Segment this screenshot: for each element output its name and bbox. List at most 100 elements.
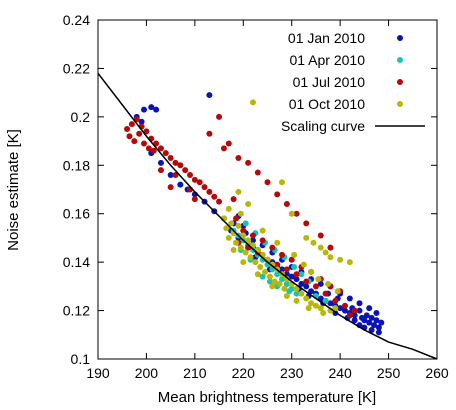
data-point <box>242 249 249 256</box>
data-point <box>327 300 334 307</box>
data-point <box>153 106 160 113</box>
data-point <box>235 222 242 229</box>
data-point <box>157 167 164 174</box>
data-point <box>332 297 339 304</box>
data-point <box>332 305 339 312</box>
data-point <box>322 249 329 256</box>
data-point <box>293 290 300 297</box>
data-point <box>254 169 261 176</box>
data-point <box>305 305 312 312</box>
data-point <box>283 293 290 300</box>
data-point <box>177 181 184 188</box>
data-point <box>249 237 256 244</box>
data-point <box>315 276 322 283</box>
data-point <box>167 171 174 178</box>
data-point <box>371 322 378 329</box>
axes <box>97 19 438 360</box>
data-point <box>308 300 315 307</box>
data-point <box>322 290 329 297</box>
data-point <box>279 179 286 186</box>
data-point <box>312 283 319 290</box>
data-point <box>228 220 235 227</box>
data-point <box>177 162 184 169</box>
data-point <box>303 278 310 285</box>
scaling-curve-line <box>97 72 438 360</box>
data-point <box>303 283 310 290</box>
data-point <box>337 305 344 312</box>
data-point <box>312 302 319 309</box>
ticks: 190 200 210 220 230 240 250 260 0.1 0.12 0.14 0.16 0… <box>63 12 449 381</box>
data-point <box>288 256 295 263</box>
legend-label: 01 Jul 2010 <box>293 74 366 90</box>
data-point <box>341 302 348 309</box>
data-point <box>269 283 276 290</box>
data-point <box>254 271 261 278</box>
data-point <box>298 280 305 287</box>
y-axis-label: Noise estimate [K] <box>5 129 22 251</box>
data-point <box>225 234 232 241</box>
data-point <box>191 196 198 203</box>
data-point <box>138 118 145 125</box>
series-3 <box>124 113 358 319</box>
data-point <box>237 244 244 251</box>
data-point <box>373 317 380 324</box>
data-point <box>288 210 295 217</box>
data-point <box>368 326 375 333</box>
data-point <box>141 106 148 113</box>
data-point <box>288 273 295 280</box>
data-point <box>283 201 290 208</box>
data-point <box>366 305 373 312</box>
x-tick-label: 250 <box>377 365 401 381</box>
data-point <box>351 317 358 324</box>
x-tick-label: 200 <box>135 365 159 381</box>
data-point <box>317 244 324 251</box>
data-point <box>322 297 329 304</box>
y-tick-label: 0.16 <box>63 206 90 222</box>
data-point <box>368 314 375 321</box>
data-point <box>211 193 218 200</box>
x-tick-label: 230 <box>280 365 304 381</box>
plot-border <box>97 19 438 360</box>
data-point <box>233 239 240 246</box>
data-point <box>259 227 266 234</box>
data-point <box>279 266 286 273</box>
data-point <box>143 128 150 135</box>
data-point <box>259 237 266 244</box>
data-point <box>201 184 208 191</box>
data-point <box>252 259 259 266</box>
data-point <box>274 191 281 198</box>
data-point <box>191 176 198 183</box>
scaling-curve-layer <box>97 72 438 360</box>
data-point <box>308 268 315 275</box>
data-point <box>235 155 242 162</box>
y-tick-label: 0.2 <box>71 109 91 125</box>
data-point <box>356 307 363 314</box>
data-point <box>293 297 300 304</box>
y-tick-label: 0.14 <box>63 254 90 270</box>
data-point <box>317 305 324 312</box>
legend-label: 01 Oct 2010 <box>289 96 365 112</box>
data-point <box>361 317 368 324</box>
data-point <box>274 271 281 278</box>
y-tick-label: 0.12 <box>63 303 90 319</box>
data-point <box>145 145 152 152</box>
x-tick-label: 190 <box>86 365 110 381</box>
data-point <box>182 167 189 174</box>
data-point <box>300 261 307 268</box>
data-point <box>240 227 247 234</box>
data-point <box>317 280 324 287</box>
data-point <box>373 309 380 316</box>
data-point <box>378 319 385 326</box>
data-point <box>375 324 382 331</box>
data-point <box>346 312 353 319</box>
data-point <box>233 215 240 222</box>
x-tick-label: 260 <box>425 365 449 381</box>
data-point <box>298 271 305 278</box>
y-tick-label: 0.1 <box>71 351 91 367</box>
data-point <box>274 261 281 268</box>
data-point <box>216 198 223 205</box>
data-point <box>303 295 310 302</box>
data-point <box>245 159 252 166</box>
data-point <box>298 290 305 297</box>
